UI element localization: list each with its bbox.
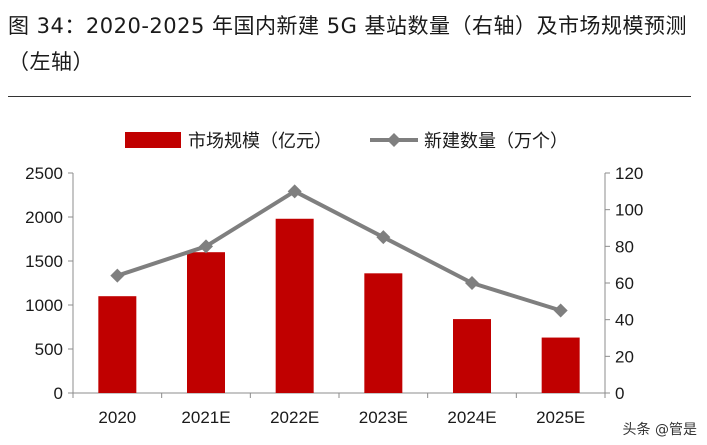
line-marker-2022E xyxy=(287,184,302,199)
right-tick-label: 80 xyxy=(615,237,634,256)
left-tick-label: 500 xyxy=(35,340,63,359)
x-tick-label: 2021E xyxy=(181,408,230,427)
left-tick-label: 2500 xyxy=(25,164,63,183)
legend: 市场规模（亿元） 新建数量（万个） xyxy=(125,131,568,152)
right-tick-label: 60 xyxy=(615,274,634,293)
bar-2020 xyxy=(98,296,137,393)
x-axis-labels: 2020 2021E 2022E 2023E 2024E 2025E xyxy=(98,408,585,427)
x-tick-label: 2023E xyxy=(359,408,408,427)
line-marker-2024E xyxy=(465,276,479,290)
line-path xyxy=(116,189,562,313)
line-series xyxy=(110,184,568,318)
x-tick-label: 2024E xyxy=(447,408,496,427)
watermark: 头条 @管是 xyxy=(622,422,697,438)
x-tick-label: 2022E xyxy=(270,408,319,427)
legend-bar-swatch xyxy=(125,132,181,148)
legend-line-marker xyxy=(387,133,401,147)
x-tick-label: 2020 xyxy=(98,408,136,427)
right-tick-label: 120 xyxy=(615,164,643,183)
bar-2021E xyxy=(187,252,225,393)
left-tick-label: 2000 xyxy=(25,208,63,227)
right-tick-label: 20 xyxy=(615,347,634,366)
right-tick-label: 0 xyxy=(615,384,624,403)
line-marker-2023E xyxy=(376,230,391,245)
bar-2023E xyxy=(364,273,403,393)
right-tick-label: 40 xyxy=(615,311,634,330)
bar-2022E xyxy=(275,218,314,393)
x-tick-label: 2025E xyxy=(536,408,585,427)
line-marker-2025E xyxy=(553,303,568,318)
legend-line-label: 新建数量（万个） xyxy=(424,131,568,152)
left-tick-label: 0 xyxy=(54,384,63,403)
bar-series xyxy=(98,218,580,393)
line-marker-2020 xyxy=(110,268,125,283)
axes: 0 500 1000 1500 2000 2500 0 20 40 60 80 100 120 xyxy=(25,164,643,403)
figure-title: 图 34：2020-2025 年国内新建 5G 基站数量（右轴）及市场规模预测（… xyxy=(8,14,688,74)
legend-bar-label: 市场规模（亿元） xyxy=(188,131,332,152)
bar-2025E xyxy=(541,337,580,393)
bar-2024E xyxy=(453,319,491,393)
left-tick-label: 1000 xyxy=(25,296,63,315)
left-tick-label: 1500 xyxy=(25,252,63,271)
line-marker-2021E xyxy=(199,239,213,254)
title-divider xyxy=(8,96,691,97)
right-tick-label: 100 xyxy=(615,201,643,220)
